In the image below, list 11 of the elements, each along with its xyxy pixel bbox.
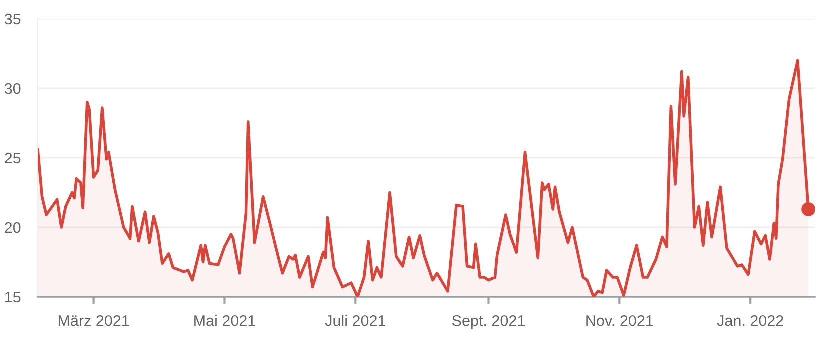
y-tick-label: 20 — [5, 222, 21, 234]
x-tick-label: Juli 2021 — [325, 315, 386, 326]
x-tick-label: Sept. 2021 — [452, 315, 525, 330]
x-tick-label: Jan. 2022 — [717, 315, 784, 326]
y-tick-label: 35 — [4, 14, 21, 25]
x-tick-label: März 2021 — [58, 315, 130, 326]
x-tick-label: Mai 2021 — [194, 315, 256, 326]
x-tick-label: Nov. 2021 — [586, 315, 654, 326]
y-tick-label: 15 — [6, 292, 21, 303]
y-tick-label: 25 — [5, 152, 21, 164]
y-tick-label: 30 — [4, 83, 21, 94]
